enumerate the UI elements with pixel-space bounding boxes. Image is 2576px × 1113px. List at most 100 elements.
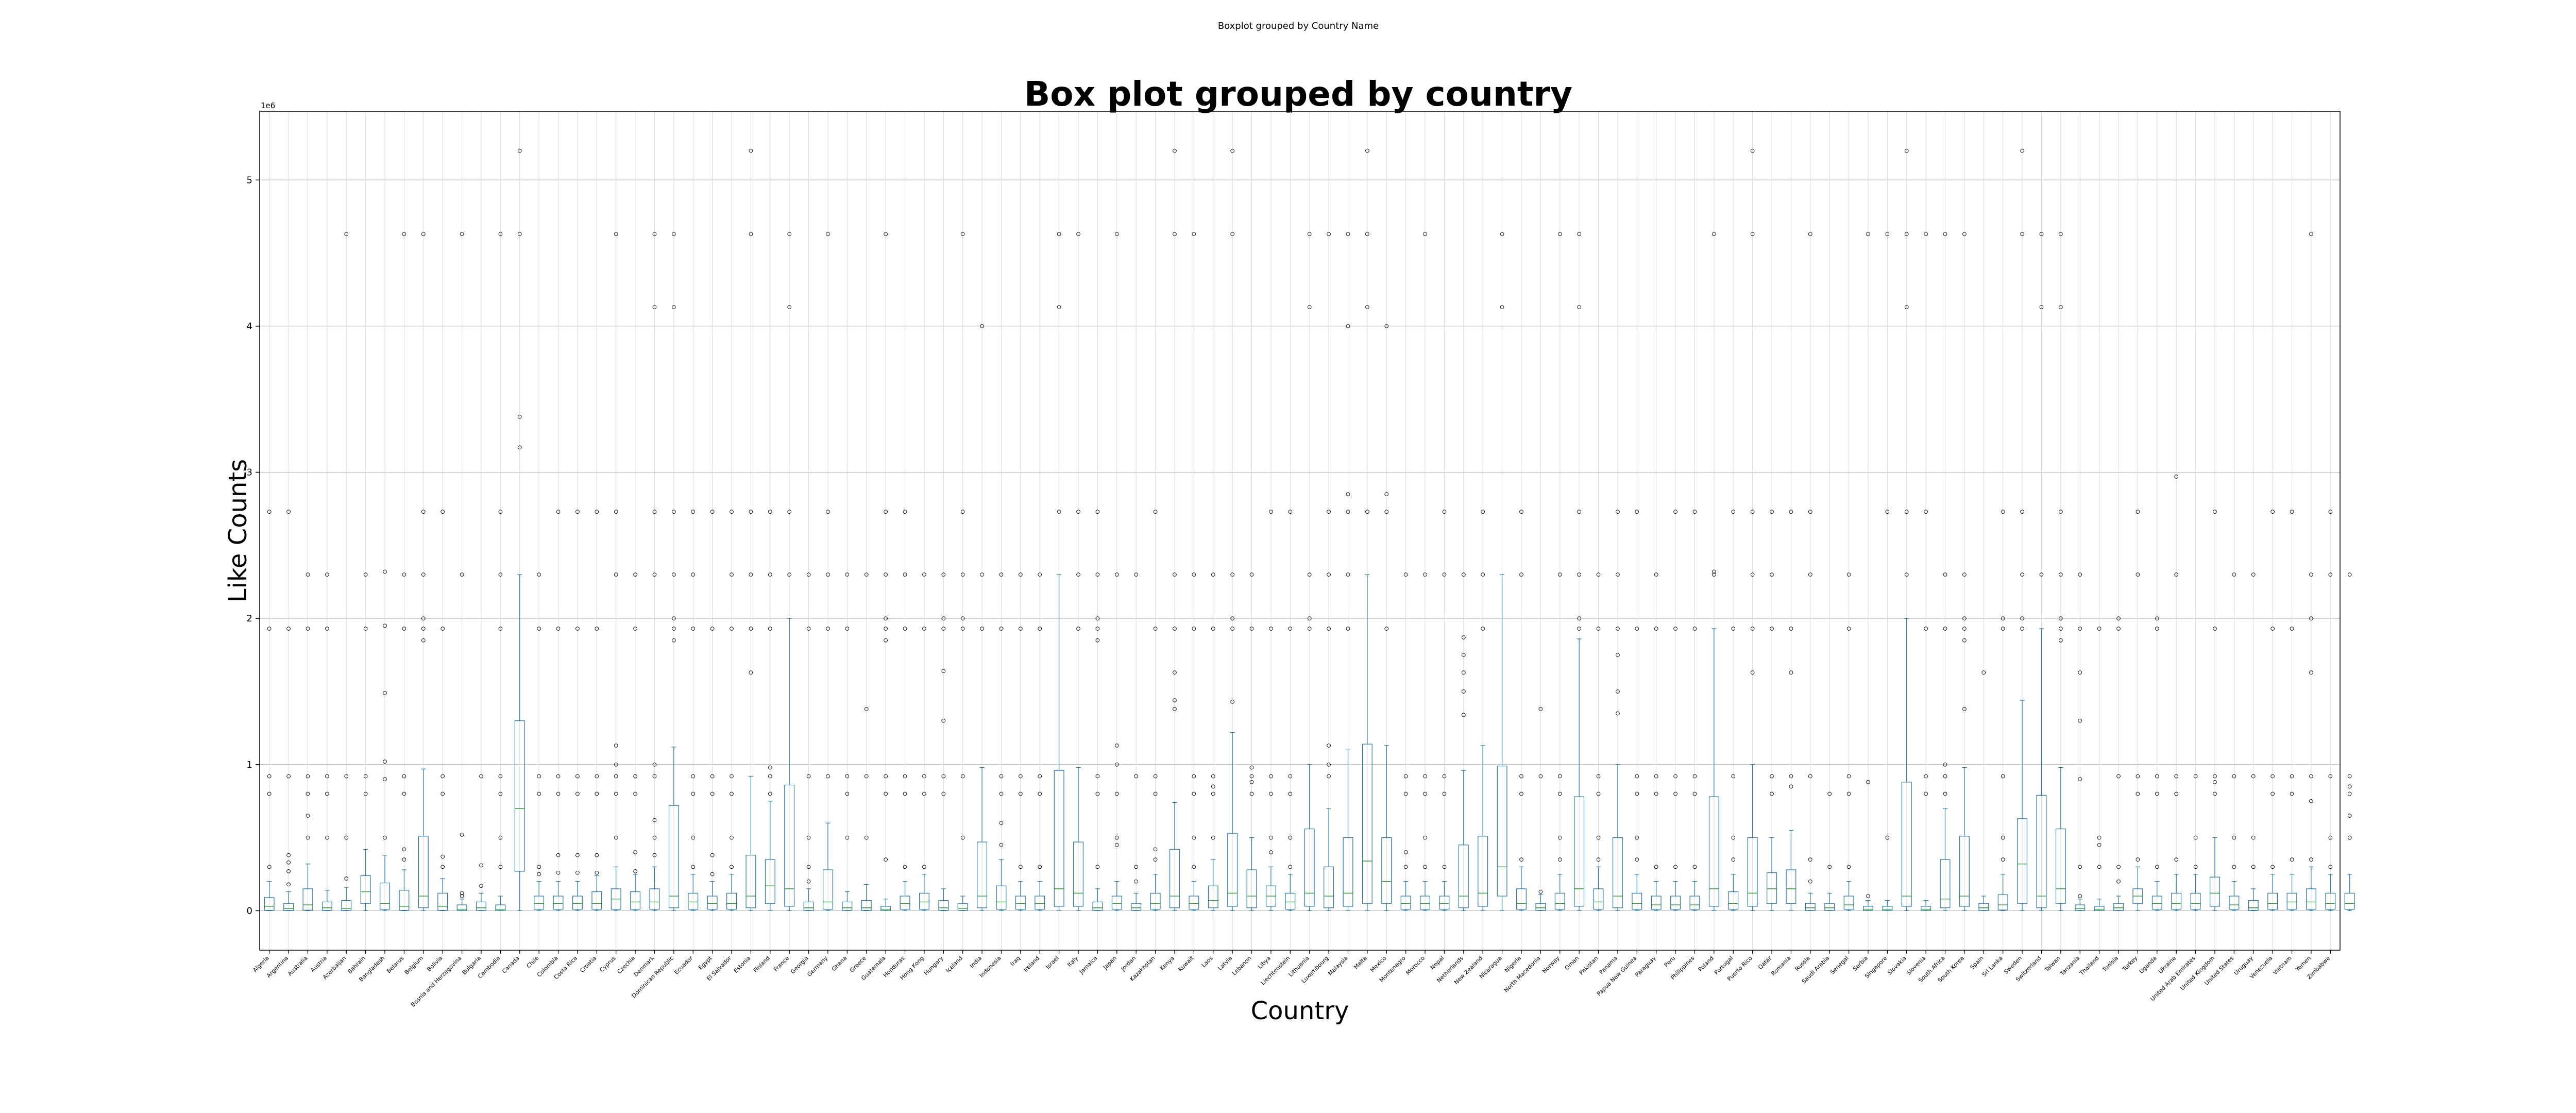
flier-point <box>1577 572 1581 577</box>
flier-point <box>1346 627 1350 631</box>
flier-point <box>2213 780 2217 784</box>
flier-point <box>460 894 464 898</box>
flier-point <box>1307 572 1312 577</box>
flier-point <box>1327 627 1331 631</box>
flier-point <box>768 791 772 796</box>
y-offset-label: 1e6 <box>261 101 275 110</box>
flier-point <box>1519 857 1523 862</box>
flier-point <box>1731 627 1736 631</box>
x-tick-label: Israel <box>1044 955 1060 970</box>
flier-point <box>479 884 483 888</box>
flier-point <box>1327 774 1331 779</box>
flier-point <box>1846 572 1851 577</box>
flier-point <box>1673 510 1677 514</box>
flier-point <box>941 616 946 621</box>
flier-point <box>1673 627 1677 631</box>
flier-point <box>1076 627 1080 631</box>
flier-point <box>1038 791 1042 796</box>
flier-point <box>2059 638 2063 643</box>
flier-point <box>1114 744 1119 748</box>
flier-point <box>1230 616 1234 621</box>
box-iqr <box>1054 770 1064 907</box>
flier-point <box>652 762 657 767</box>
flier-point <box>2347 572 2352 577</box>
x-tick-label: Slovakia <box>1886 955 1908 976</box>
flier-point <box>652 853 657 857</box>
flier-point <box>749 572 753 577</box>
box-35 <box>938 572 949 912</box>
flier-point <box>1288 774 1293 779</box>
flier-point <box>941 774 946 779</box>
flier-point <box>2001 857 2005 862</box>
box-47 <box>1170 148 1180 912</box>
box-78 <box>1767 510 1777 912</box>
flier-point <box>2270 865 2275 869</box>
box-87 <box>1940 232 1951 912</box>
flier-point <box>2347 784 2352 789</box>
flier-point <box>2347 814 2352 818</box>
flier-point <box>1924 510 1928 514</box>
box-39 <box>1015 572 1026 912</box>
flier-point <box>1249 780 1254 784</box>
flier-point <box>633 850 637 854</box>
flier-point <box>2290 791 2294 796</box>
box-69 <box>1593 572 1604 912</box>
flier-point <box>806 627 811 631</box>
x-tick-label: Hungary <box>923 955 945 977</box>
flier-point <box>1962 627 1967 631</box>
flier-point <box>1230 148 1234 153</box>
flier-point <box>421 232 426 237</box>
box-iqr <box>1574 796 1585 907</box>
box-iqr <box>1227 833 1238 907</box>
flier-point <box>1770 572 1774 577</box>
flier-point <box>1461 713 1466 717</box>
flier-point <box>1249 627 1254 631</box>
box-54 <box>1304 232 1315 912</box>
flier-point <box>421 510 426 514</box>
flier-point <box>2270 791 2275 796</box>
flier-point <box>864 774 869 779</box>
box-iqr <box>1324 866 1334 908</box>
flier-point <box>1249 765 1254 770</box>
flier-point <box>1019 774 1023 779</box>
flier-point <box>1192 865 1196 869</box>
box-iqr <box>1015 896 1026 910</box>
flier-point <box>633 627 637 631</box>
box-iqr <box>1092 901 1103 911</box>
box-iqr <box>1632 892 1642 910</box>
flier-point <box>2136 791 2140 796</box>
box-iqr <box>572 896 583 910</box>
flier-point <box>286 882 291 887</box>
flier-point <box>2059 232 2063 237</box>
box-iqr <box>784 784 795 907</box>
box-iqr <box>1901 782 1912 907</box>
x-tick-label: Laos <box>1200 955 1214 969</box>
box-3 <box>321 572 332 912</box>
flier-point <box>1269 835 1273 840</box>
flier-point <box>1269 791 1273 796</box>
flier-point <box>1288 865 1293 869</box>
box-iqr <box>2075 904 2086 911</box>
box-iqr <box>1246 869 1257 908</box>
flier-point <box>1577 232 1581 237</box>
x-tick-label: Ghana <box>831 955 849 973</box>
x-tick-label: Australia <box>286 955 309 977</box>
flier-point <box>1384 492 1389 496</box>
box-83 <box>1863 232 1873 912</box>
flier-point <box>614 791 618 796</box>
flier-point <box>672 638 676 643</box>
box-49 <box>1208 572 1218 912</box>
flier-point <box>1211 627 1215 631</box>
flier-point <box>1153 857 1158 862</box>
box-iqr <box>1670 896 1681 910</box>
flier-point <box>2059 572 2063 577</box>
flier-point <box>537 791 541 796</box>
flier-point <box>845 774 850 779</box>
flier-point <box>941 669 946 673</box>
x-tick-label: Paraguay <box>1634 955 1657 979</box>
box-iqr <box>456 904 467 911</box>
flier-point <box>672 232 676 237</box>
flier-point <box>2078 627 2082 631</box>
flier-point <box>1500 305 1504 309</box>
flier-point <box>980 572 984 577</box>
